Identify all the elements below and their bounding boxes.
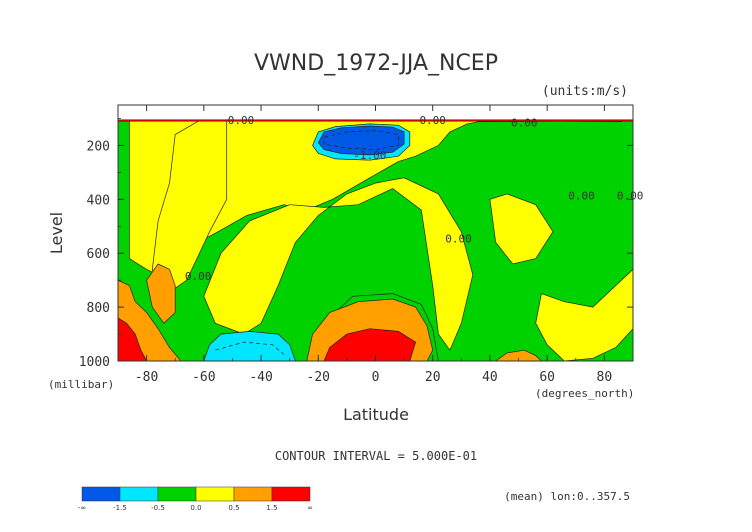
legend-label: 0.5 bbox=[228, 504, 239, 512]
contour-region bbox=[535, 268, 633, 361]
contour-labels: 0.00 0.00 0.00 -1.00 0.00 0.00 0.00 0.00 bbox=[185, 114, 643, 283]
contour-label: 0.00 bbox=[568, 189, 595, 202]
legend-swatch bbox=[195, 486, 235, 502]
x-unit-label: (degrees_north) bbox=[535, 387, 634, 400]
y-tick-label: 200 bbox=[87, 139, 110, 154]
contour-region bbox=[203, 331, 296, 361]
contour-label: 0.00 bbox=[445, 232, 472, 245]
contour-interval: CONTOUR INTERVAL = 5.000E-01 bbox=[275, 449, 477, 463]
contour-region bbox=[317, 125, 405, 156]
contour-label: 0.00 bbox=[419, 114, 446, 127]
legend-label: 0.0 bbox=[190, 504, 201, 512]
contour-region bbox=[146, 263, 176, 324]
legend-swatch bbox=[271, 486, 311, 502]
contour-label: 0.00 bbox=[617, 189, 644, 202]
y-tick-label: 1000 bbox=[79, 355, 110, 370]
y-tick-label: 800 bbox=[87, 301, 110, 316]
x-axis-label: Latitude bbox=[343, 405, 409, 424]
x-tick-label: -40 bbox=[249, 370, 272, 385]
legend-label: 1.5 bbox=[266, 504, 277, 512]
chart-title: VWND_1972-JJA_NCEP bbox=[254, 51, 498, 76]
legend-label: ∞ bbox=[307, 504, 313, 512]
legend-label: -∞ bbox=[78, 504, 86, 512]
contour-label: 0.00 bbox=[228, 114, 255, 127]
contour-fills bbox=[118, 119, 633, 361]
negative-contour-line bbox=[323, 130, 399, 150]
contour-label: 0.00 bbox=[511, 117, 538, 130]
x-tick-label: 20 bbox=[425, 370, 441, 385]
y-tick-label: 600 bbox=[87, 247, 110, 262]
contour-region bbox=[323, 328, 417, 361]
color-legend: -∞ -1.5 -0.5 0.0 0.5 1.5 ∞ bbox=[78, 486, 313, 512]
x-tick-label: -20 bbox=[307, 370, 330, 385]
legend-swatch bbox=[233, 486, 273, 502]
x-tick-label: 60 bbox=[539, 370, 555, 385]
x-tick-label: -60 bbox=[192, 370, 215, 385]
x-tick-label: 0 bbox=[372, 370, 380, 385]
legend-label: -0.5 bbox=[151, 504, 165, 512]
contour-region bbox=[118, 119, 633, 122]
plot-area: 0.00 0.00 0.00 -1.00 0.00 0.00 0.00 0.00 bbox=[117, 104, 643, 362]
x-tick-label: -80 bbox=[135, 370, 158, 385]
contour-label: -1.00 bbox=[353, 149, 386, 162]
legend-swatch bbox=[119, 486, 159, 502]
chart-units: (units:m/s) bbox=[542, 84, 628, 99]
contour-label: 0.00 bbox=[185, 270, 212, 283]
x-axis: -80 -60 -40 -20 0 20 40 60 80 bbox=[117, 105, 634, 385]
contour-region bbox=[489, 193, 554, 265]
contour-region bbox=[118, 317, 147, 361]
legend-swatch bbox=[81, 486, 121, 502]
y-axis-label: Level bbox=[47, 212, 66, 254]
y-unit-label: (millibar) bbox=[48, 378, 114, 391]
legend-swatch bbox=[157, 486, 197, 502]
footer-mean: (mean) lon:0..357.5 bbox=[504, 490, 630, 503]
contour-region bbox=[495, 349, 542, 361]
y-tick-label: 400 bbox=[87, 193, 110, 208]
negative-contour-line bbox=[215, 341, 285, 355]
contour-region bbox=[203, 177, 474, 351]
y-axis: 200 400 600 800 1000 bbox=[79, 118, 633, 370]
x-tick-label: 80 bbox=[597, 370, 613, 385]
x-tick-label: 40 bbox=[482, 370, 498, 385]
legend-label: -1.5 bbox=[113, 504, 127, 512]
